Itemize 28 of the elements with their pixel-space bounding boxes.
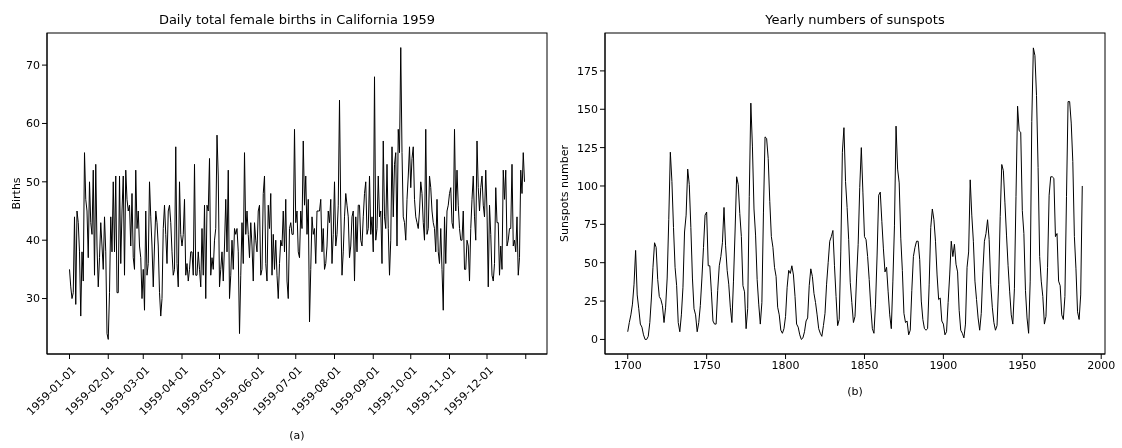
y-tick-label: 50 xyxy=(26,175,40,189)
y-tick-label: 40 xyxy=(26,234,40,248)
y-tick-label: 75 xyxy=(584,218,598,232)
line-series xyxy=(69,47,525,340)
chart-title: Daily total female births in California 1959 xyxy=(157,12,437,27)
y-tick-label: 25 xyxy=(584,294,598,308)
y-tick-label: 70 xyxy=(26,59,40,72)
x-axis-title: (b) xyxy=(847,385,863,398)
y-tick-label: 150 xyxy=(577,103,598,117)
x-tick-label: 1850 xyxy=(850,358,879,372)
y-tick-label: 100 xyxy=(577,179,598,193)
y-tick-label: 30 xyxy=(26,292,40,306)
x-tick-label: 2000 xyxy=(1087,358,1116,372)
y-tick-label: 125 xyxy=(577,141,598,155)
y-tick-label: 175 xyxy=(577,64,598,78)
line-series xyxy=(627,47,1083,340)
chart-title: Yearly numbers of sunspots xyxy=(764,12,946,27)
x-tick-label: 1900 xyxy=(929,358,958,372)
x-tick-label: 1800 xyxy=(771,358,800,372)
x-axis-title: (a) xyxy=(289,429,305,442)
y-tick-label: 60 xyxy=(26,117,40,131)
y-axis-title: Births xyxy=(10,177,23,210)
x-tick-label: 1750 xyxy=(692,358,721,372)
y-axis-title: Sunspots number xyxy=(558,144,571,242)
y-tick-label: 50 xyxy=(584,256,598,270)
x-tick-label: 1700 xyxy=(613,358,642,372)
y-tick-label: 0 xyxy=(591,333,598,347)
x-tick-label: 1950 xyxy=(1008,358,1037,372)
